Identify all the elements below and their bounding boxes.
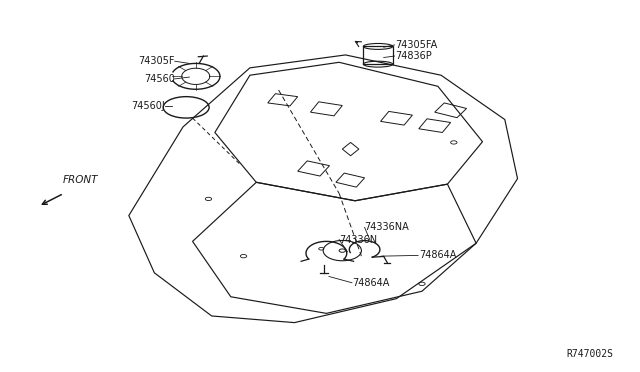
- Text: 74336NA: 74336NA: [365, 222, 410, 232]
- Text: 74864A: 74864A: [352, 278, 389, 288]
- Text: 74560J: 74560J: [131, 100, 164, 110]
- Text: 74836P: 74836P: [395, 51, 432, 61]
- Text: FRONT: FRONT: [63, 175, 99, 185]
- Text: 74305FA: 74305FA: [395, 40, 438, 50]
- Text: 74864A: 74864A: [419, 250, 456, 260]
- Text: 74560: 74560: [144, 74, 175, 84]
- Text: 74336N: 74336N: [339, 234, 377, 244]
- Text: R747002S: R747002S: [566, 349, 613, 359]
- Text: 74305F: 74305F: [138, 56, 175, 66]
